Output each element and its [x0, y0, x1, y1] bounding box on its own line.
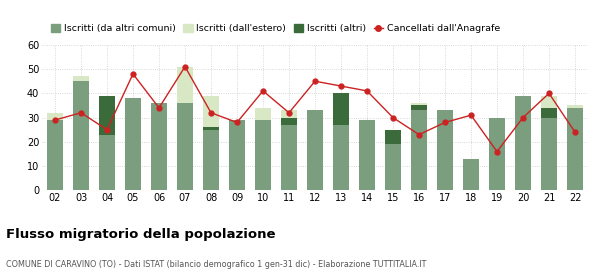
Bar — [488, 118, 505, 190]
Bar — [125, 98, 142, 190]
Bar — [203, 127, 220, 130]
Bar — [410, 110, 427, 190]
Bar — [203, 96, 220, 130]
Bar — [307, 110, 323, 190]
Bar — [410, 106, 427, 110]
Bar — [515, 96, 532, 190]
Bar — [385, 144, 401, 190]
Bar — [566, 106, 583, 108]
Bar — [281, 125, 298, 190]
Bar — [281, 118, 298, 125]
Bar — [47, 120, 64, 190]
Bar — [254, 108, 271, 120]
Bar — [385, 130, 401, 144]
Bar — [47, 113, 64, 120]
Bar — [463, 159, 479, 190]
Bar — [151, 103, 167, 190]
Bar — [359, 120, 376, 190]
Bar — [98, 130, 115, 135]
Bar — [176, 67, 193, 103]
Bar — [229, 120, 245, 190]
Bar — [332, 118, 349, 125]
Bar — [98, 96, 115, 135]
Bar — [410, 103, 427, 110]
Bar — [541, 96, 557, 118]
Bar — [566, 108, 583, 190]
Bar — [98, 135, 115, 190]
Bar — [437, 110, 454, 190]
Bar — [254, 120, 271, 190]
Bar — [73, 81, 89, 190]
Bar — [332, 125, 349, 190]
Bar — [332, 93, 349, 125]
Text: COMUNE DI CARAVINO (TO) - Dati ISTAT (bilancio demografico 1 gen-31 dic) - Elabo: COMUNE DI CARAVINO (TO) - Dati ISTAT (bi… — [6, 260, 427, 269]
Bar — [73, 76, 89, 81]
Bar — [541, 108, 557, 118]
Legend: Iscritti (da altri comuni), Iscritti (dall'estero), Iscritti (altri), Cancellati: Iscritti (da altri comuni), Iscritti (da… — [47, 20, 504, 37]
Bar — [541, 118, 557, 190]
Text: Flusso migratorio della popolazione: Flusso migratorio della popolazione — [6, 228, 275, 241]
Bar — [281, 110, 298, 125]
Bar — [203, 130, 220, 190]
Bar — [176, 103, 193, 190]
